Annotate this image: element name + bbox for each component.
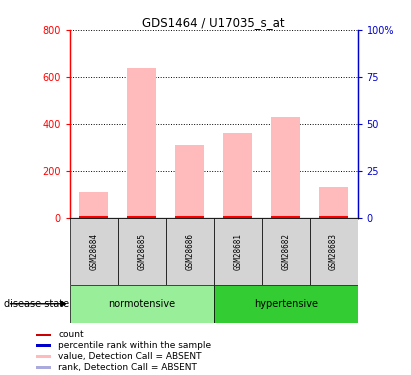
Bar	[37, 355, 51, 358]
Bar	[309, 217, 358, 285]
Text: percentile rank within the sample: percentile rank within the sample	[58, 341, 211, 350]
Bar	[37, 333, 51, 336]
Bar	[175, 145, 204, 218]
Bar	[214, 217, 262, 285]
Bar	[70, 285, 214, 322]
Bar	[79, 216, 108, 217]
Bar	[37, 366, 51, 369]
Bar	[175, 216, 204, 217]
Text: value, Detection Call = ABSENT: value, Detection Call = ABSENT	[58, 352, 202, 361]
Bar	[118, 217, 166, 285]
Bar	[319, 216, 348, 217]
Bar	[223, 216, 252, 217]
Title: GDS1464 / U17035_s_at: GDS1464 / U17035_s_at	[142, 16, 285, 29]
Text: rank, Detection Call = ABSENT: rank, Detection Call = ABSENT	[58, 363, 197, 372]
Text: GSM28681: GSM28681	[233, 233, 242, 270]
Text: normotensive: normotensive	[108, 299, 175, 309]
Text: GSM28686: GSM28686	[185, 233, 194, 270]
Text: disease state: disease state	[4, 299, 69, 309]
Bar	[271, 216, 300, 217]
Bar	[262, 217, 309, 285]
Text: GSM28683: GSM28683	[329, 233, 338, 270]
Text: GSM28684: GSM28684	[89, 233, 98, 270]
Bar	[271, 117, 300, 218]
Bar	[70, 217, 118, 285]
Text: GSM28682: GSM28682	[281, 233, 290, 270]
Bar	[319, 187, 348, 218]
Bar	[79, 192, 108, 217]
Text: hypertensive: hypertensive	[254, 299, 318, 309]
Text: count: count	[58, 330, 84, 339]
Bar	[214, 285, 358, 322]
Bar	[37, 344, 51, 347]
Bar	[127, 68, 156, 218]
Bar	[127, 216, 156, 217]
Text: GSM28685: GSM28685	[137, 233, 146, 270]
Bar	[166, 217, 214, 285]
Bar	[223, 133, 252, 218]
